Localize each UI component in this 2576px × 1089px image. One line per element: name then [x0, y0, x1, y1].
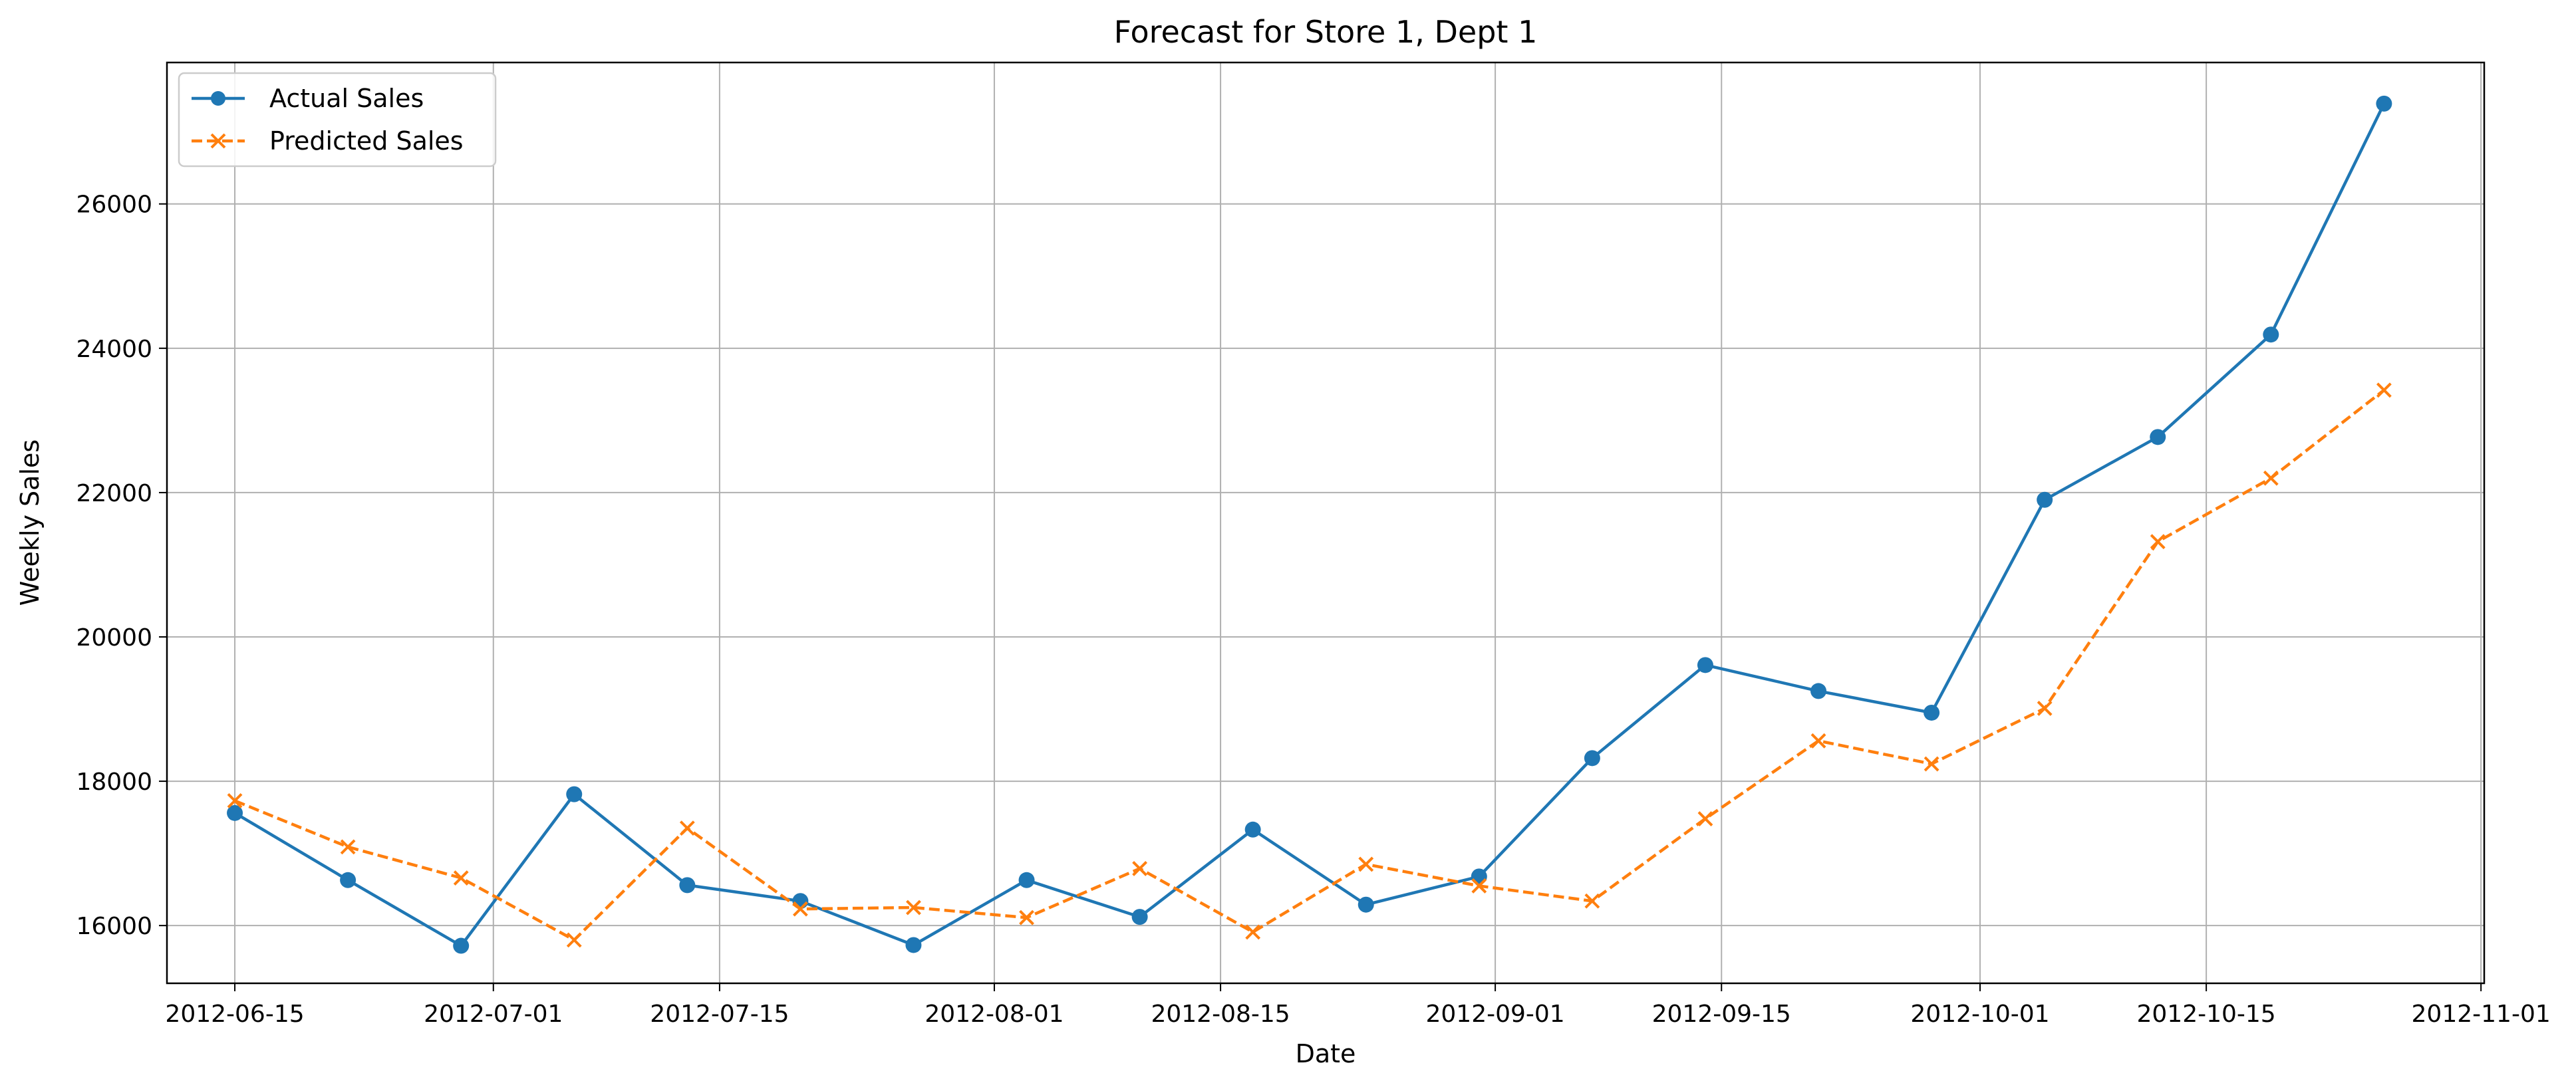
predicted-sales-point	[792, 901, 808, 917]
actual-sales-point	[2376, 95, 2392, 112]
actual-sales-point	[2150, 429, 2166, 445]
y-tick-label: 24000	[76, 336, 152, 363]
y-tick-label: 26000	[76, 191, 152, 219]
predicted-sales-point	[227, 792, 243, 808]
actual-sales-point	[1697, 657, 1713, 673]
predicted-sales-point	[1584, 893, 1600, 909]
x-tick-label: 2012-10-15	[2137, 1001, 2276, 1028]
x-tick-label: 2012-09-01	[1425, 1001, 1564, 1028]
series-predicted-sales	[227, 382, 2392, 948]
predicted-sales-point	[1924, 756, 1939, 772]
x-tick-label: 2012-08-01	[925, 1001, 1064, 1028]
x-tick-label: 2012-07-01	[424, 1001, 563, 1028]
axes: 2012-06-15 2012-07-01 2012-07-15 2012-08-01…	[76, 191, 2550, 1028]
actual-sales-point	[1018, 872, 1035, 888]
predicted-sales-point	[1019, 909, 1034, 925]
actual-sales-point	[227, 804, 243, 821]
x-tick-label: 2012-07-15	[650, 1001, 789, 1028]
predicted-sales-point	[1697, 811, 1713, 826]
actual-sales-point	[905, 937, 922, 953]
x-tick-label: 2012-10-01	[1910, 1001, 2049, 1028]
legend-actual-label: Actual Sales	[269, 84, 424, 113]
legend-predicted-label: Predicted Sales	[269, 126, 464, 156]
actual-sales-line	[233, 102, 2386, 947]
series-group	[227, 95, 2392, 954]
y-tick-label: 20000	[76, 624, 152, 652]
actual-sales-point	[340, 872, 357, 888]
actual-sales-point	[566, 786, 583, 802]
predicted-sales-line	[234, 389, 2385, 942]
predicted-sales-point	[2376, 382, 2392, 398]
predicted-sales-point	[2150, 534, 2166, 550]
x-tick-label: 2012-06-15	[165, 1001, 304, 1028]
plot-frame	[166, 61, 2486, 985]
predicted-sales-point	[906, 900, 921, 915]
y-tick-label: 22000	[76, 480, 152, 507]
legend-predicted-marker	[210, 133, 226, 149]
y-tick-label: 16000	[76, 913, 152, 940]
predicted-sales-point	[1471, 878, 1487, 894]
predicted-sales-point	[679, 820, 695, 836]
actual-sales-point	[1584, 750, 1600, 767]
legend-actual-marker	[211, 91, 225, 106]
x-tick-label: 2012-09-15	[1652, 1001, 1791, 1028]
x-axis-label: Date	[1296, 1039, 1356, 1068]
actual-sales-point	[1244, 821, 1261, 838]
chart-title: Forecast for Store 1, Dept 1	[1114, 14, 1538, 50]
predicted-sales-point	[453, 870, 469, 886]
predicted-sales-point	[1132, 861, 1148, 876]
actual-sales-point	[1924, 704, 1940, 721]
predicted-sales-point	[566, 932, 582, 948]
predicted-sales-point	[340, 839, 356, 855]
grid	[167, 62, 2484, 983]
series-actual-sales	[227, 95, 2392, 954]
predicted-sales-point	[1245, 924, 1261, 940]
y-axis-label: Weekly Sales	[15, 439, 45, 606]
predicted-sales-point	[2263, 470, 2279, 486]
actual-sales-point	[1358, 896, 1374, 913]
predicted-sales-point	[1358, 856, 1374, 872]
predicted-sales-point	[1810, 733, 1826, 749]
y-tick-label: 18000	[76, 769, 152, 796]
actual-sales-point	[1810, 683, 1827, 699]
actual-sales-point	[453, 937, 470, 954]
legend: Actual Sales Predicted Sales	[178, 72, 497, 168]
actual-sales-point	[679, 877, 696, 894]
x-tick-label: 2012-11-01	[2412, 1001, 2551, 1028]
actual-sales-point	[2263, 326, 2279, 343]
actual-sales-point	[2037, 491, 2053, 508]
predicted-sales-point	[2037, 701, 2053, 716]
x-tick-label: 2012-08-15	[1151, 1001, 1290, 1028]
actual-sales-point	[1131, 909, 1148, 925]
legend-box	[178, 72, 497, 168]
